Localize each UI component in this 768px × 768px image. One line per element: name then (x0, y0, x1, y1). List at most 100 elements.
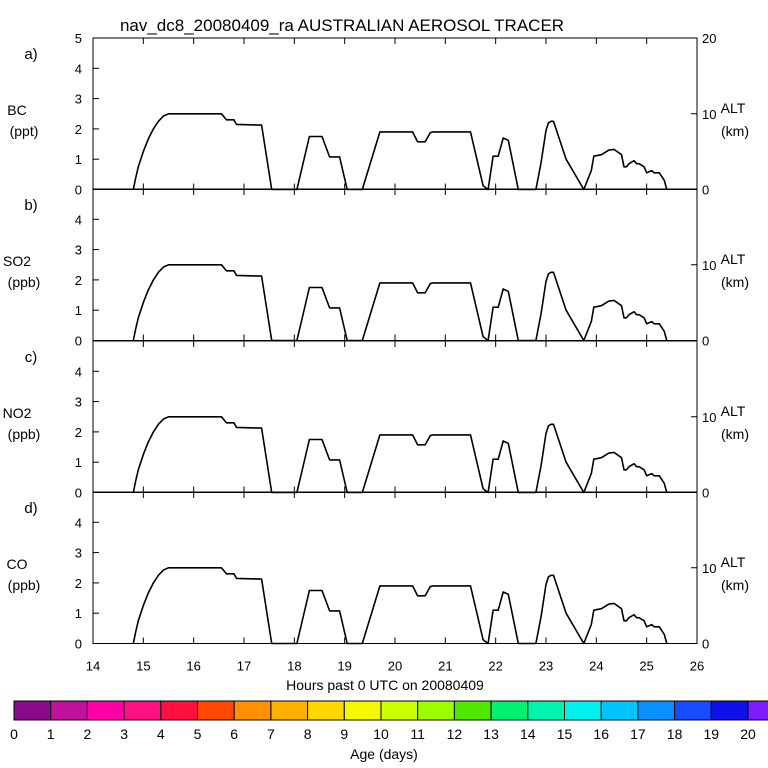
colorbar-tick-label: 19 (704, 726, 720, 742)
colorbar-swatch (13, 700, 52, 721)
x-tick-label: 24 (589, 659, 603, 674)
y-tick-label: 1 (75, 455, 82, 470)
y2-axis-label: ALT (721, 403, 746, 419)
altitude-line (132, 113, 668, 191)
x-tick-label: 26 (690, 659, 704, 674)
colorbar-swatch (343, 700, 382, 721)
y-tick-label: 2 (75, 273, 82, 288)
y2-tick-label: 10 (702, 258, 716, 273)
colorbar-swatch (417, 700, 455, 721)
y-tick-label: 0 (75, 486, 82, 501)
y2-axis-label: ALT (721, 251, 746, 267)
colorbar-tick-label: 1 (47, 726, 55, 742)
x-tick-label: 17 (237, 659, 251, 674)
y-axis-unit: (ppb) (8, 426, 41, 442)
colorbar-tick-label: 16 (593, 726, 609, 742)
y2-tick-label: 0 (702, 183, 709, 198)
y2-axis-unit: (km) (721, 577, 749, 593)
y2-axis-unit: (km) (721, 123, 749, 139)
colorbar-swatch (86, 700, 125, 721)
y-axis-unit: (ppt) (10, 123, 39, 139)
colorbar-swatch (160, 700, 199, 721)
panel-letter: d) (24, 500, 37, 517)
x-tick-label: 14 (86, 659, 100, 674)
x-tick-label: 25 (639, 659, 653, 674)
y-tick-label: 4 (75, 364, 82, 379)
y2-axis-label: ALT (721, 100, 746, 116)
altitude-line (132, 566, 668, 645)
panel-3: 0 1 2 3 4 0 10 c) NO2 (ppb) ALT (km) (3, 340, 749, 501)
colorbar-swatch (123, 700, 162, 721)
colorbar-tick-label: 20 (740, 726, 756, 742)
colorbar-tick-label: 10 (373, 726, 389, 742)
chart-panels: 01234501020a)BC(ppt)ALT(km)01234010b)SO2… (3, 31, 749, 674)
y-tick-label: 3 (75, 243, 82, 258)
y2-tick-label: 20 (702, 31, 716, 46)
y2-axis-unit: (km) (721, 426, 749, 442)
colorbar-swatch (600, 700, 639, 721)
colorbar-swatch (490, 700, 529, 721)
colorbar-tick-label: 12 (447, 726, 463, 742)
colorbar-tick-label: 8 (304, 726, 312, 742)
y2-tick-label: 10 (702, 561, 716, 576)
age-colorbar: 0 1 2 3 4 5 6 7 8 9 10 11 12 13 14 15 16 17 18 19 20 (10, 700, 768, 742)
colorbar-tick-label: 15 (557, 726, 573, 742)
colorbar-tick-label: 4 (157, 726, 165, 742)
colorbar-swatch (270, 700, 309, 721)
colorbar-tick-label: 14 (520, 726, 536, 742)
colorbar-tick-label: 5 (194, 726, 202, 742)
figure-title: nav_dc8_20080409_ra AUSTRALIAN AEROSOL T… (120, 16, 564, 35)
x-axis-title: Hours past 0 UTC on 20080409 (286, 677, 484, 693)
colorbar-swatch (527, 700, 565, 721)
colorbar-tick-label: 2 (84, 726, 92, 742)
colorbar-title: Age (days) (350, 746, 418, 762)
y-axis-label: BC (7, 102, 26, 118)
colorbar-swatch (453, 700, 492, 721)
colorbar-tick-label: 0 (10, 726, 18, 742)
y2-axis-label: ALT (721, 554, 746, 570)
x-tick-label: 16 (186, 659, 200, 674)
y-tick-label: 0 (75, 183, 82, 198)
colorbar-tick-label: 13 (483, 726, 499, 742)
y-tick-label: 1 (75, 303, 82, 318)
y-tick-label: 1 (75, 152, 82, 167)
y-tick-label: 4 (75, 212, 82, 227)
y-tick-label: 2 (75, 576, 82, 591)
colorbar-swatch (307, 700, 345, 721)
panel-letter: c) (25, 349, 38, 366)
colorbar-swatch (637, 700, 676, 721)
x-tick-label: 23 (539, 659, 553, 674)
y-tick-label: 4 (75, 515, 82, 530)
x-tick-label: 15 (136, 659, 150, 674)
colorbar-tick-label: 9 (340, 726, 348, 742)
panel-letter: b) (24, 197, 37, 214)
y-tick-label: 0 (75, 334, 82, 349)
y-tick-label: 5 (75, 31, 82, 46)
colorbar-tick-label: 17 (630, 726, 646, 742)
panel-1: 0 1 2 3 4 5 0 10 20 a) BC (ppt) ALT (km) (7, 31, 749, 198)
colorbar-tick-label: 18 (667, 726, 683, 742)
y2-tick-label: 10 (702, 410, 716, 425)
y-axis-unit: (ppb) (8, 577, 41, 593)
colorbar-swatch (747, 700, 768, 721)
y-tick-label: 1 (75, 606, 82, 621)
y-tick-label: 3 (75, 546, 82, 561)
colorbar-tick-label: 3 (120, 726, 128, 742)
panel-2: 0 1 2 3 4 0 10 b) SO2 (ppb) ALT (km) (3, 188, 749, 349)
y2-tick-label: 0 (702, 637, 709, 652)
y-axis-label: CO (7, 556, 28, 572)
colorbar-tick-label: 7 (267, 726, 275, 742)
y2-axis-unit: (km) (721, 274, 749, 290)
y2-tick-label: 0 (702, 334, 709, 349)
y-axis-unit: (ppb) (8, 274, 41, 290)
y-tick-label: 0 (75, 637, 82, 652)
colorbar-swatch (50, 700, 88, 721)
x-tick-label: 19 (337, 659, 351, 674)
y2-tick-label: 0 (702, 486, 709, 501)
x-tick-label: 18 (287, 659, 301, 674)
colorbar-swatch (564, 700, 602, 721)
y-tick-label: 2 (75, 122, 82, 137)
colorbar-swatch (233, 700, 272, 721)
